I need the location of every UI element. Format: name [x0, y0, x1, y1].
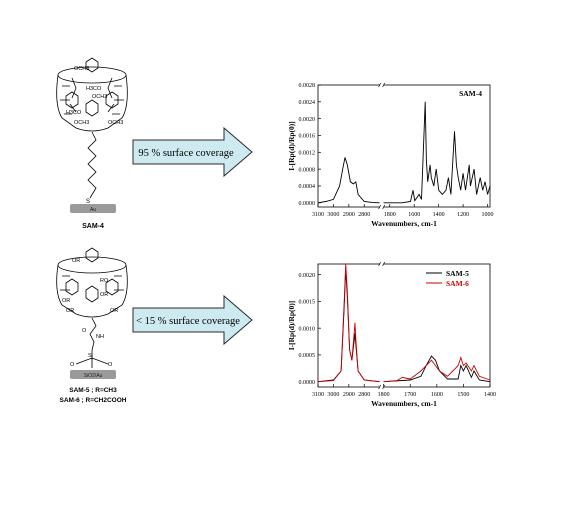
arrow-bottom: < 15 % surface coverage — [132, 294, 253, 346]
or-label: OR — [62, 298, 70, 304]
y-tick-label: 0.0015 — [299, 300, 316, 306]
x-tick-label: 3000 — [327, 212, 339, 218]
y-tick-label: 0.0012 — [299, 151, 316, 157]
y-tick-label: 0.0005 — [299, 353, 316, 359]
x-tick-label: 1800 — [378, 392, 390, 398]
y-axis-label: I-[Rp(d)/Rp(0)] — [287, 301, 296, 351]
axis-break-mask — [379, 205, 384, 209]
axis-break-mask — [379, 83, 384, 87]
y-tick-label: 0.0000 — [299, 380, 316, 386]
legend-label: SAM-5 — [446, 269, 469, 278]
o-label: O — [70, 362, 75, 368]
y-tick-label: 0.0020 — [299, 273, 316, 279]
spectrum-line-SAM-4 — [383, 101, 491, 204]
x-tick-label: 1200 — [457, 212, 469, 218]
substrate-label: Au — [90, 207, 96, 213]
y-tick-label: 0.0004 — [299, 184, 316, 190]
plot-frame — [317, 263, 491, 388]
ome-label: H3CO — [66, 110, 82, 116]
axis-break-mark — [378, 261, 385, 390]
or-label: OR — [100, 292, 108, 298]
ome-label: OCH3 — [108, 120, 123, 126]
y-tick-label: 0.0024 — [299, 100, 316, 106]
x-tick-label: 2900 — [343, 212, 355, 218]
si-label: Si — [88, 353, 93, 359]
x-tick-label: 1600 — [431, 392, 443, 398]
x-tick-label: 1000 — [482, 212, 494, 218]
x-axis-label: Wavenumbers, cm-1 — [371, 399, 437, 408]
sam6-caption: SAM-6 ; R=CH2COOH — [60, 397, 127, 404]
y-axis-label: I-[Rp(d)/Rp(0)] — [287, 121, 296, 171]
spectrum-line-SAM-4 — [317, 157, 380, 204]
x-tick-label: 1500 — [457, 392, 469, 398]
plot-frame — [317, 84, 491, 208]
ome-label: OCH3 — [92, 94, 107, 100]
x-tick-label: 2800 — [358, 212, 370, 218]
x-axis-label: Wavenumbers, cm-1 — [371, 219, 437, 228]
ome-label: OCH3 — [74, 120, 89, 126]
o-label: O — [82, 328, 87, 334]
sam5-caption: SAM-5 ; R=CH3 — [69, 387, 117, 394]
arrow-top: 95 % surface coverage — [132, 126, 253, 178]
y-tick-label: 0.0008 — [299, 167, 316, 173]
y-tick-label: 0.0020 — [299, 117, 316, 123]
y-tick-label: 0.0000 — [299, 201, 316, 207]
axis-break-mask — [379, 262, 384, 266]
axis-break-mark — [378, 82, 385, 210]
x-tick-label: 1600 — [408, 212, 420, 218]
arrow-top-label: 95 % surface coverage — [138, 148, 234, 159]
substrate-label: SiO2/Au — [84, 373, 103, 379]
or-label: OR — [110, 308, 118, 314]
chart-bottom: 0.0000 0.0005 0.0010 0.0015 0.0020 3100 3000 29… — [287, 261, 496, 408]
chart-top: 0.0000 0.0004 0.0008 0.0012 0.0016 0.0020 0.00… — [287, 82, 494, 228]
ome-label: OCH3 — [74, 66, 89, 72]
or-label: RO — [100, 278, 109, 284]
arrow-bottom-label: < 15 % surface coverage — [136, 316, 240, 327]
spectrum-line-SAM-6 — [383, 356, 491, 383]
x-tick-label: 3100 — [312, 392, 324, 398]
molecule-top — [56, 57, 128, 199]
spectrum-line-SAM-5 — [383, 355, 491, 383]
x-tick-label: 1400 — [433, 212, 445, 218]
x-tick-label: 1800 — [384, 212, 396, 218]
nh-label: NH — [96, 334, 104, 340]
o-label: O — [108, 362, 113, 368]
or-label: OR — [72, 258, 80, 264]
y-tick-label: 0.0010 — [299, 326, 316, 332]
au-substrate — [70, 204, 116, 213]
or-label: OR — [66, 308, 74, 314]
x-tick-label: 1400 — [484, 392, 496, 398]
axis-break-mask — [379, 385, 384, 389]
y-tick-label: 0.0016 — [299, 134, 316, 140]
x-tick-label: 1700 — [404, 392, 416, 398]
molecule-bottom — [56, 247, 128, 368]
sulfur-atom-label: S — [86, 199, 90, 205]
y-tick-label: 0.0028 — [299, 83, 316, 89]
ome-label: H3CO — [86, 86, 102, 92]
legend-label: SAM-6 — [446, 279, 469, 288]
spectrum-line-SAM-6 — [317, 263, 380, 383]
x-tick-label: 3000 — [327, 392, 339, 398]
x-tick-label: 2800 — [358, 392, 370, 398]
legend-label: SAM-4 — [459, 89, 482, 98]
x-tick-label: 2900 — [343, 392, 355, 398]
x-tick-label: 3100 — [312, 212, 324, 218]
sam4-caption: SAM-4 — [82, 223, 104, 230]
sio2-au-substrate — [70, 370, 116, 379]
